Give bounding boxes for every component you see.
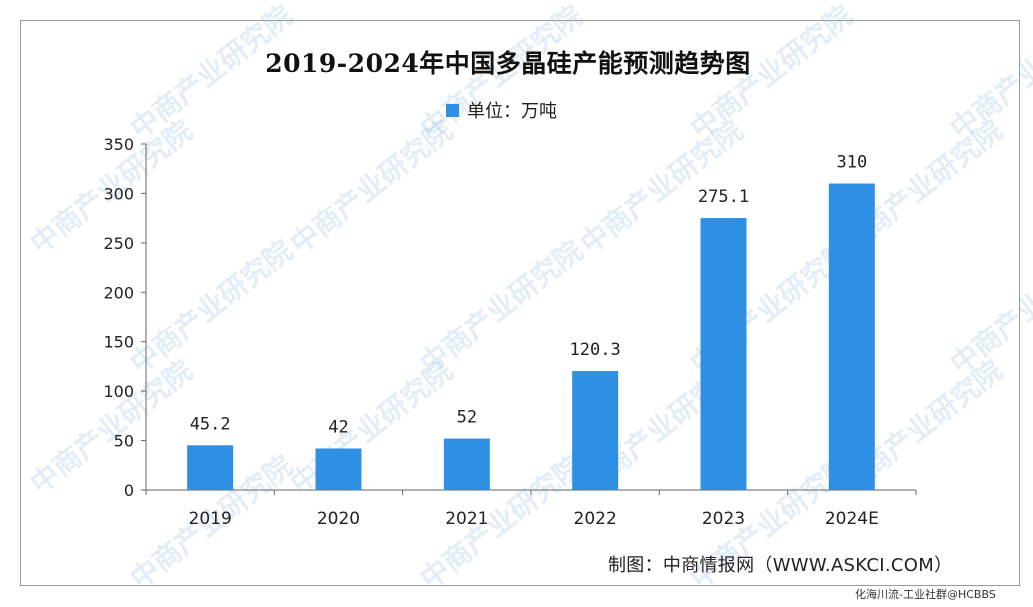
chart-axes: 0 50 100 150 200 250 300 350 2019 2020 2021 2022 202… xyxy=(103,135,917,529)
x-tick-label: 2020 xyxy=(317,509,360,529)
watermark-text: 中商产业研究院 xyxy=(24,354,199,501)
y-tick-label: 300 xyxy=(103,184,134,203)
corner-watermark: 化海川流-工业社群@HCBBS xyxy=(855,588,996,601)
y-tick-label: 200 xyxy=(103,283,134,302)
source-credit: 制图：中商情报网（WWW.ASKCI.COM） xyxy=(608,555,953,576)
bar xyxy=(315,448,362,490)
watermark-text: 中商产业研究院 xyxy=(414,449,589,596)
chart-title: 2019-2024年中国多晶硅产能预测趋势图 xyxy=(265,49,751,78)
chart-labels: 45.2 42 52 120.3 275.1 310 xyxy=(190,153,868,438)
data-label: 42 xyxy=(328,417,348,437)
data-label: 52 xyxy=(457,408,477,428)
data-label: 310 xyxy=(836,153,867,173)
x-tick-label: 2023 xyxy=(702,509,745,529)
y-tick-label: 150 xyxy=(103,333,134,352)
y-tick-label: 350 xyxy=(103,135,134,154)
bar xyxy=(443,438,490,490)
y-tick-label: 0 xyxy=(124,481,134,500)
watermark-text: 中商产业研究院 xyxy=(124,234,299,381)
y-tick-label: 100 xyxy=(103,382,134,401)
bar xyxy=(700,218,747,490)
bar xyxy=(187,445,234,490)
watermark-text: 中商产业研究院 xyxy=(284,114,459,261)
bar xyxy=(828,183,875,491)
x-tick-label: 2024E xyxy=(825,509,879,529)
data-label: 45.2 xyxy=(190,414,231,434)
x-tick-label: 2022 xyxy=(574,509,617,529)
chart-bars xyxy=(187,183,875,491)
x-tick-label: 2019 xyxy=(189,509,232,529)
bar xyxy=(572,371,619,490)
watermark-text: 中商产业研究院 xyxy=(284,354,459,501)
data-label: 275.1 xyxy=(698,187,749,207)
y-tick-label: 50 xyxy=(114,432,134,451)
x-tick-label: 2021 xyxy=(445,509,488,529)
legend-label: 单位：万吨 xyxy=(467,101,557,122)
data-label: 120.3 xyxy=(570,340,621,360)
y-tick-label: 250 xyxy=(103,234,134,253)
chart-legend: 单位：万吨 xyxy=(446,97,557,123)
legend-swatch xyxy=(446,103,459,117)
